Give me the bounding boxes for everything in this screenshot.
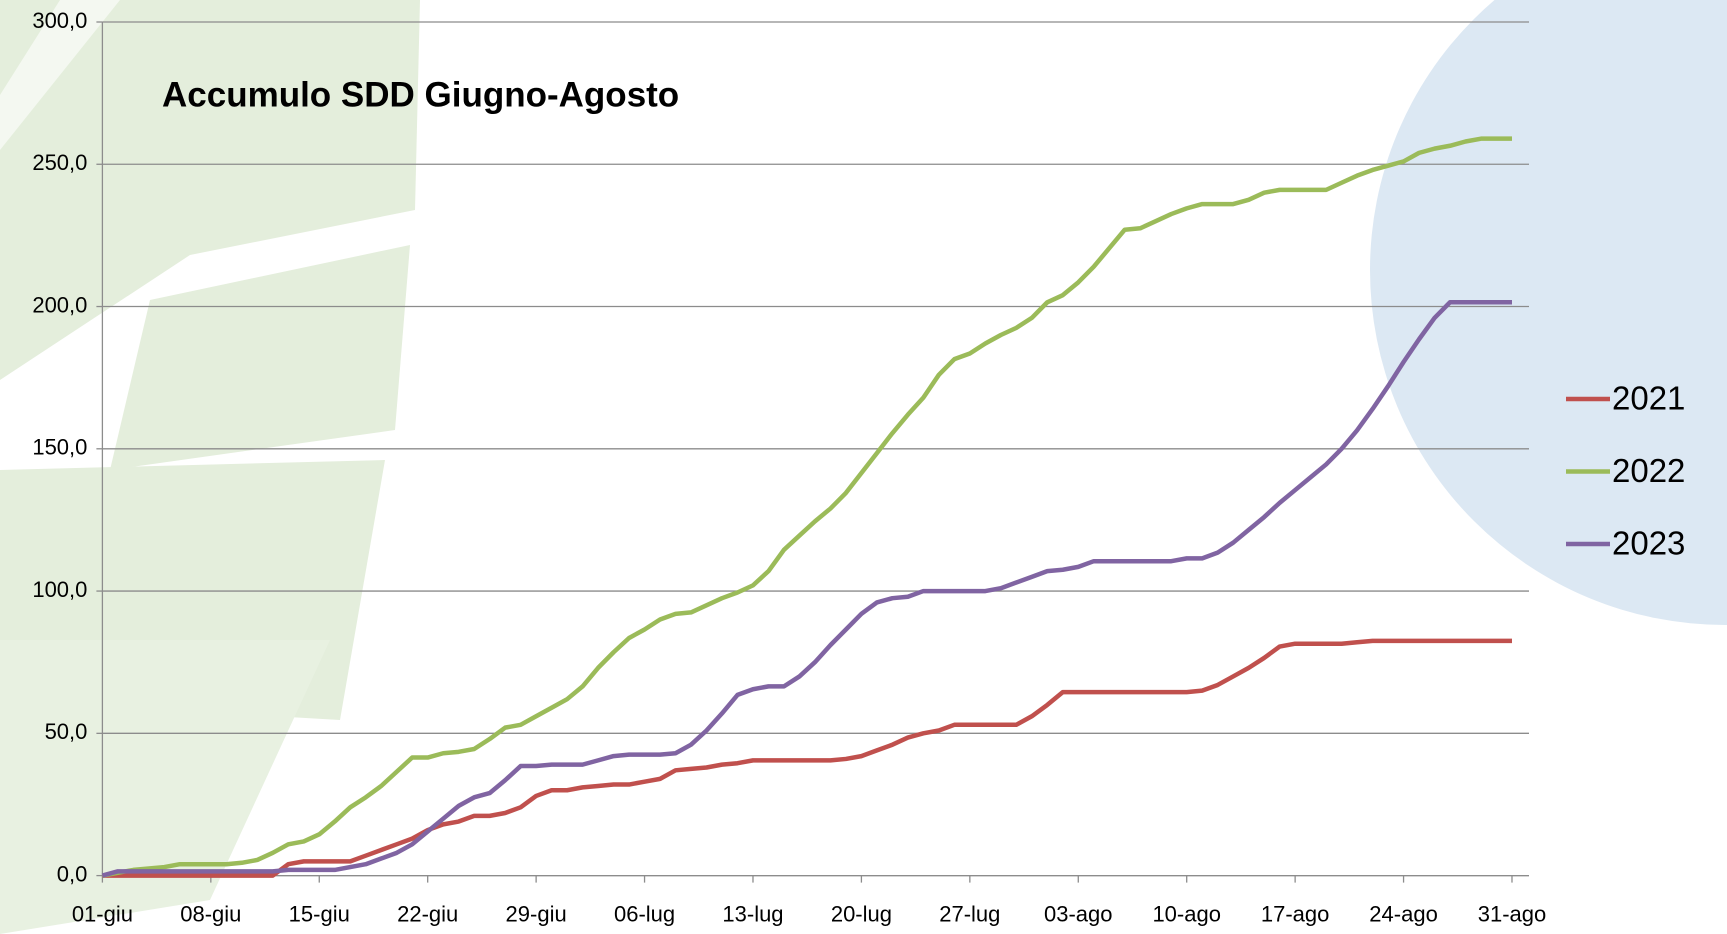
x-tick-label: 06-lug (614, 901, 675, 926)
x-tick-label: 15-giu (289, 901, 350, 926)
x-tick-label: 20-lug (831, 901, 892, 926)
y-tick-label: 150,0 (32, 435, 87, 460)
x-tick-label: 17-ago (1261, 901, 1330, 926)
y-tick-label: 300,0 (32, 8, 87, 33)
legend-label: 2022 (1612, 452, 1685, 489)
data-line (101, 300, 1512, 878)
y-tick-label: 200,0 (32, 292, 87, 317)
y-tick-label: 250,0 (32, 150, 87, 175)
x-tick-label: 27-lug (939, 901, 1000, 926)
y-tick-label: 0,0 (57, 861, 88, 886)
data-line (102, 638, 1512, 878)
background-circle (1370, 0, 1727, 625)
y-tick-label: 50,0 (45, 719, 88, 744)
x-tick-label: 13-lug (722, 901, 783, 926)
x-tick-label: 08-giu (180, 901, 241, 926)
background-shape (0, 0, 120, 150)
legend-label: 2021 (1612, 380, 1685, 417)
x-tick-label: 03-ago (1044, 901, 1113, 926)
background-shape (0, 640, 330, 934)
x-tick-label: 24-ago (1369, 901, 1438, 926)
x-tick-label: 29-giu (506, 901, 567, 926)
background-shape (0, 0, 420, 380)
x-tick-label: 10-ago (1152, 901, 1221, 926)
x-tick-label: 31-ago (1478, 901, 1547, 926)
data-line (101, 136, 1512, 878)
y-tick-label: 100,0 (32, 577, 87, 602)
chart-title: Accumulo SDD Giugno-Agosto (162, 75, 679, 114)
x-tick-label: 01-giu (72, 901, 133, 926)
background-shape (110, 245, 410, 470)
legend-label: 2023 (1612, 525, 1685, 562)
x-tick-label: 22-giu (397, 901, 458, 926)
